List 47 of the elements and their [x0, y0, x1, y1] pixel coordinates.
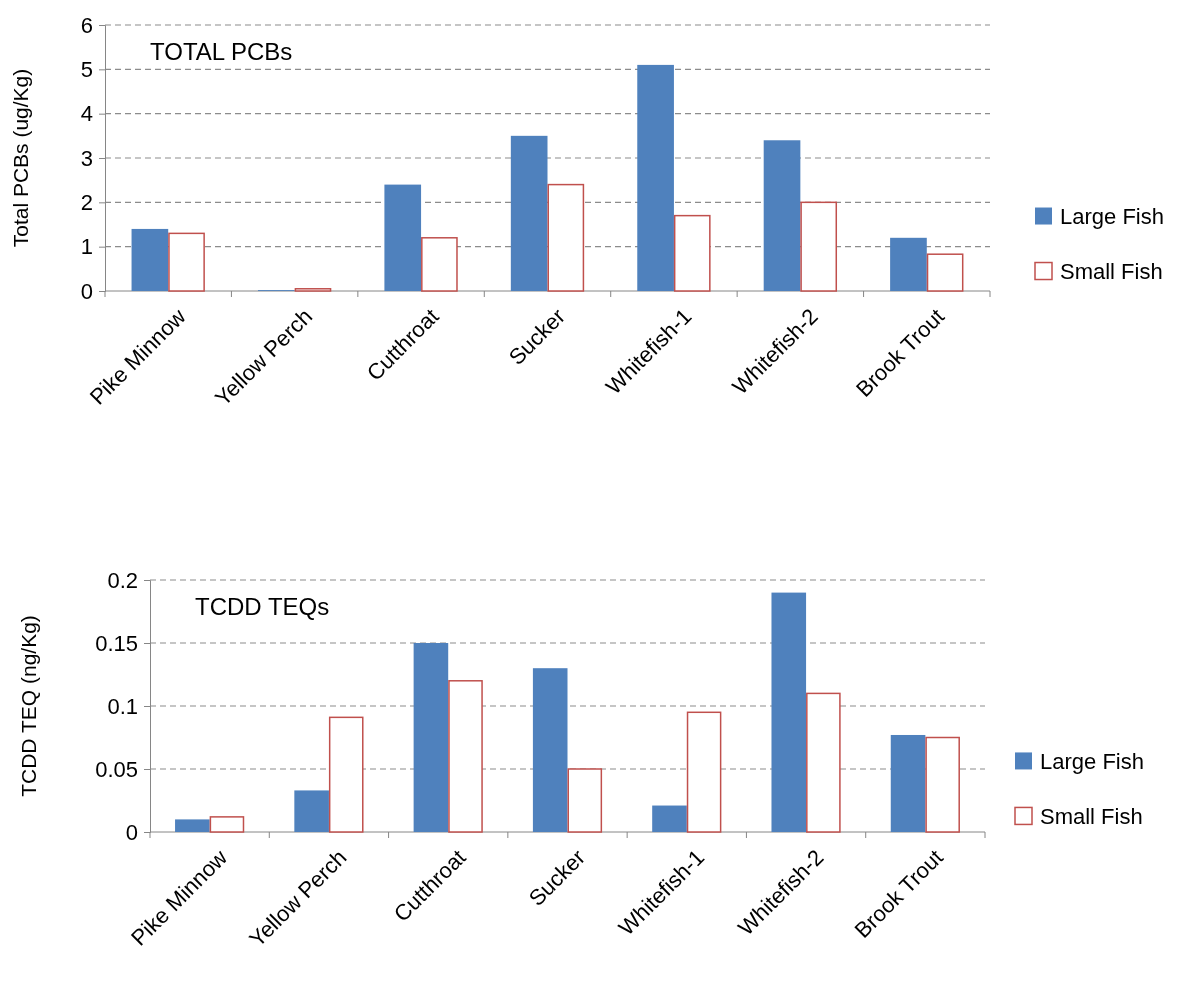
- bar: [890, 734, 926, 832]
- bar: [448, 680, 483, 833]
- bar: [926, 253, 964, 292]
- bar: [328, 716, 364, 833]
- y-axis-title: Total PCBs (ug/Kg): [9, 68, 32, 248]
- bar: [763, 140, 801, 291]
- y-tick-label: 0.15: [95, 630, 138, 656]
- y-tick-label: 0: [125, 819, 138, 845]
- bar: [294, 288, 332, 292]
- bar: [567, 768, 603, 833]
- bar: [800, 201, 838, 292]
- bar: [294, 790, 329, 832]
- bar: [168, 232, 205, 292]
- bar: [771, 592, 807, 832]
- y-tick-label: 4: [80, 101, 93, 127]
- bar: [673, 214, 711, 292]
- y-tick-label: 0.1: [107, 693, 138, 719]
- bar: [413, 643, 449, 832]
- bar: [209, 816, 245, 833]
- text: TCDD TEQs: [195, 593, 330, 620]
- bar: [925, 736, 960, 833]
- y-tick-label: 0.2: [107, 567, 138, 593]
- y-tick-label: 0.05: [95, 756, 138, 782]
- legend-label: Small Fish: [1060, 259, 1163, 285]
- text: TOTAL PCBs: [150, 38, 293, 65]
- bar: [532, 668, 568, 832]
- bar: [806, 692, 841, 833]
- legend-label: Large Fish: [1040, 749, 1144, 775]
- y-tick-label: 5: [80, 56, 93, 82]
- bar: [421, 237, 458, 292]
- y-tick-label: 3: [80, 145, 93, 171]
- legend-label: Large Fish: [1060, 204, 1164, 230]
- y-tick-label: 6: [80, 12, 93, 38]
- bar: [686, 711, 722, 833]
- bar: [131, 228, 169, 291]
- y-tick-label: 2: [80, 189, 93, 215]
- bar: [637, 64, 674, 291]
- bar: [510, 135, 548, 291]
- legend-label: Small Fish: [1040, 804, 1143, 830]
- bar: [890, 237, 927, 291]
- y-axis-title: TCDD TEQ (ng/Kg): [17, 615, 40, 797]
- bar: [384, 184, 422, 291]
- bar: [175, 819, 210, 832]
- y-tick-label: 1: [80, 234, 93, 260]
- y-tick-label: 0: [80, 278, 93, 304]
- bar: [652, 805, 687, 832]
- bar: [547, 183, 585, 292]
